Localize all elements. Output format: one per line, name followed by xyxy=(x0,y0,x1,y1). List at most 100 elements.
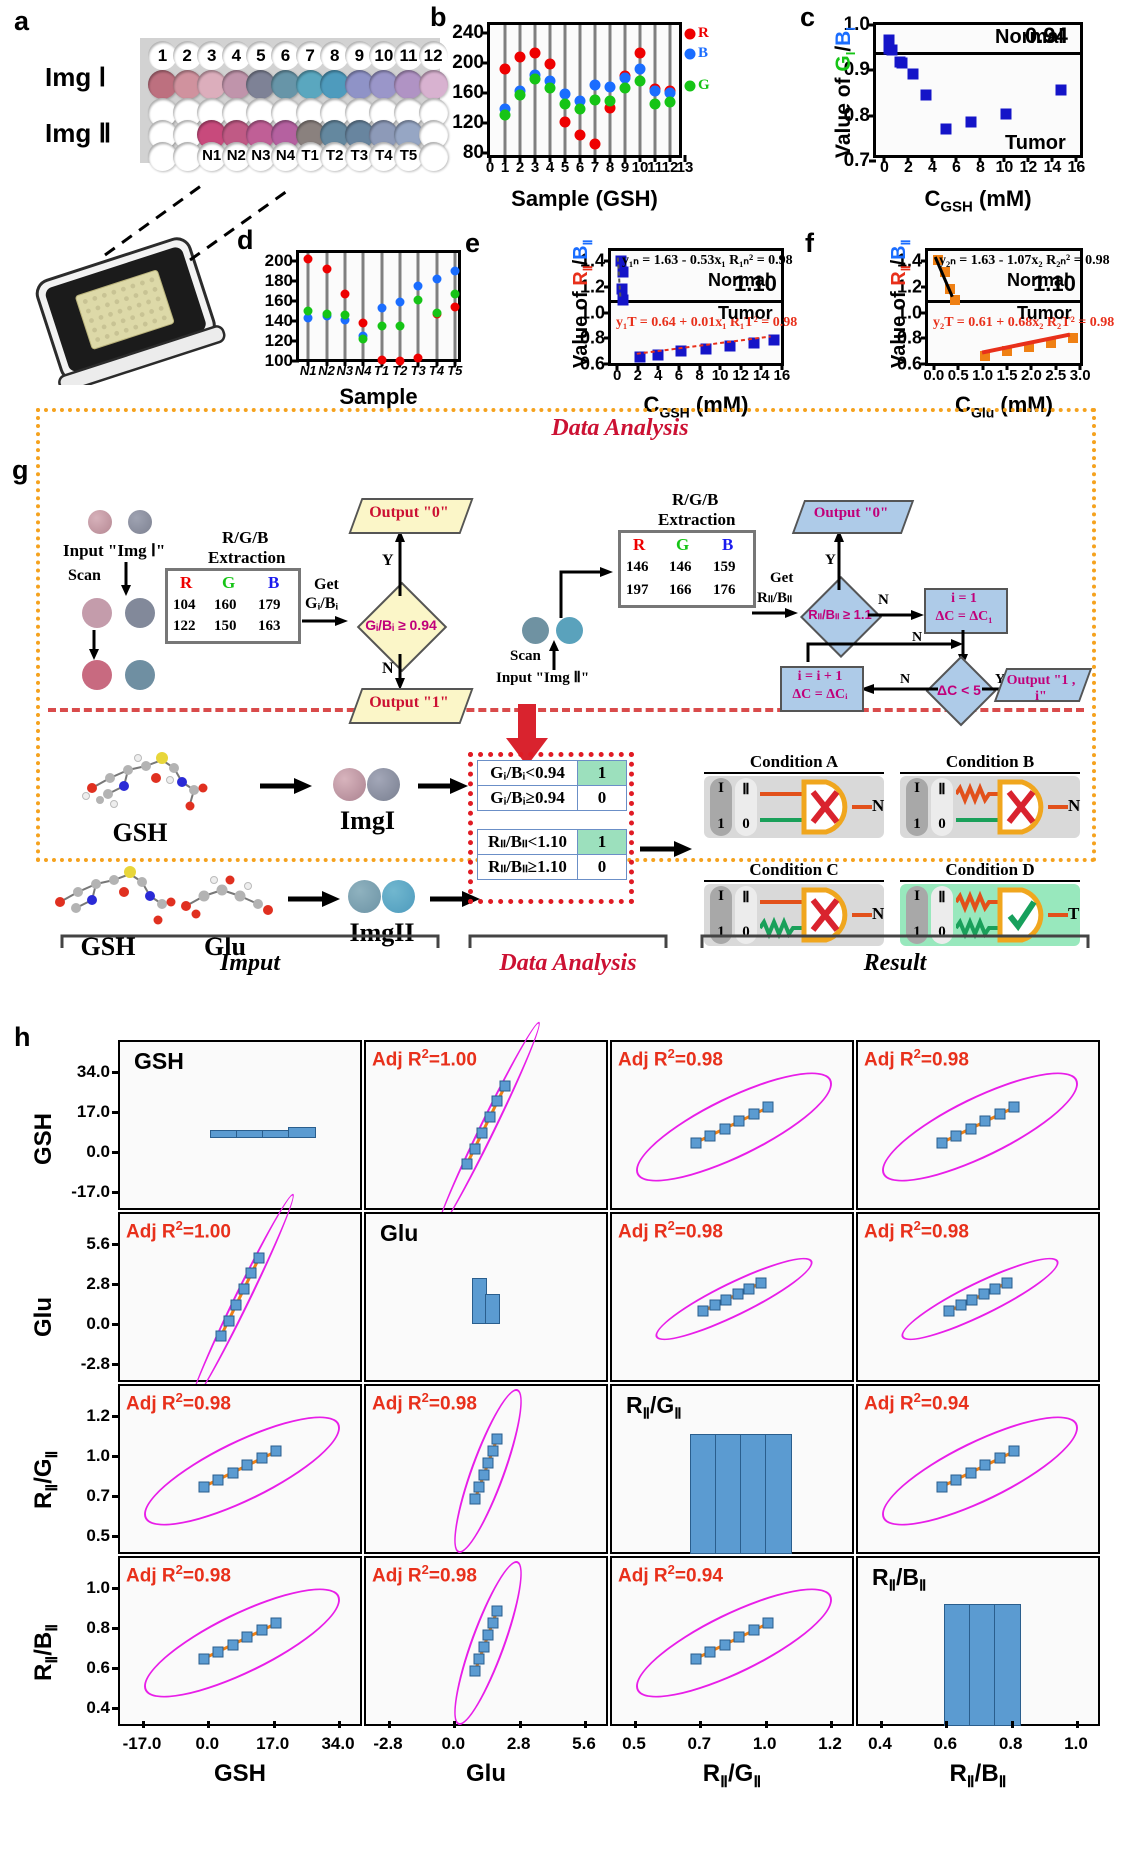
h-hist-bar xyxy=(690,1434,717,1554)
h-row-axis-label: GSH xyxy=(30,1112,57,1165)
h-data-point xyxy=(478,1641,490,1653)
x-tick-mark xyxy=(1029,363,1033,370)
well-bottom xyxy=(344,142,374,171)
tumor-point xyxy=(700,343,712,355)
g-b2-proc2-l1: i = i + 1 xyxy=(797,669,843,684)
x-tick-label: 2.5 xyxy=(1045,367,1067,384)
table-row: Gᵢ/Bᵢ≥0.94 0 xyxy=(477,785,627,811)
well-img1 xyxy=(369,70,399,99)
h-y-tick-mark xyxy=(112,1111,118,1114)
x-tick-label: 0 xyxy=(613,367,622,384)
g-b2-proc2-l2: ΔC = ΔCᵢ xyxy=(792,687,848,702)
data-point-R xyxy=(574,129,586,141)
data-point-R xyxy=(514,51,526,63)
h-hist-bar xyxy=(969,1604,996,1726)
panel-letter-a: a xyxy=(14,6,30,36)
panel-e-ylabel: Value of RⅡ/BⅡ xyxy=(570,239,595,368)
h-data-point xyxy=(256,1624,268,1636)
h-data-point xyxy=(476,1127,488,1139)
y-tick-label: 160 xyxy=(264,291,293,310)
x-tick-label: T2 xyxy=(392,363,408,378)
data-point xyxy=(907,68,919,79)
h-data-point xyxy=(469,1493,481,1505)
legend-dot-G xyxy=(684,80,696,92)
data-point-B xyxy=(377,303,386,313)
h-y-tick-mark xyxy=(112,1707,118,1710)
h-y-tick-mark xyxy=(112,1191,118,1194)
h-x-tick-mark xyxy=(207,1721,211,1728)
h-hist-bar xyxy=(210,1130,238,1138)
g-b1-decision-text: Gᵢ/Bᵢ ≥ 0.94 xyxy=(365,617,437,633)
tumor-point xyxy=(1045,337,1056,348)
h-x-tick-label: 34.0 xyxy=(321,1734,355,1753)
y-tick-mark xyxy=(483,61,490,65)
well-bottom xyxy=(172,142,202,171)
plate-sample-label: T2 xyxy=(325,147,344,164)
x-tick-label: 2 xyxy=(903,159,913,176)
g-b2-scan-arrow xyxy=(549,640,559,670)
table-row: Gᵢ/Bᵢ<0.94 1 xyxy=(477,760,627,786)
well-column-label: 4 xyxy=(221,41,251,70)
h-data-point xyxy=(482,1457,494,1469)
well-bottom xyxy=(320,142,350,171)
g-bracket-imput xyxy=(60,934,440,948)
panel-letter-c: c xyxy=(800,2,816,32)
condition-in2: Ⅱ xyxy=(938,890,946,906)
g-b2-r2c1: 197 xyxy=(626,582,649,598)
h-y-tick-label: 34.0 xyxy=(76,1062,110,1081)
data-point-R xyxy=(559,116,571,128)
g-b2-elbow-arrow xyxy=(559,567,613,618)
h-hist-bar xyxy=(994,1604,1021,1726)
y-tick-mark xyxy=(869,23,876,27)
g-b1-dot-c xyxy=(82,598,112,628)
x-tick-label: 2 xyxy=(633,367,642,384)
data-point-R xyxy=(529,47,541,59)
g-bottom-img1-dot-b xyxy=(367,768,400,801)
h-data-point xyxy=(704,1646,716,1658)
h-data-point xyxy=(215,1330,227,1342)
condition-b2: 0 xyxy=(938,924,946,940)
well-img1 xyxy=(295,70,325,99)
y-tick-mark xyxy=(292,319,299,323)
h-data-point xyxy=(270,1445,282,1457)
x-tick-mark xyxy=(1078,363,1082,370)
h-x-tick-label: 0.8 xyxy=(998,1734,1023,1753)
g-truth-cond-1: Gᵢ/Bᵢ<0.94 xyxy=(477,760,578,786)
condition-title: Condition D xyxy=(900,860,1080,882)
well-bottom xyxy=(394,142,423,171)
data-point-B xyxy=(432,274,441,284)
data-point-R xyxy=(358,318,368,328)
condition-in1: I xyxy=(718,780,724,796)
h-adj-r2-label: Adj R2=0.98 xyxy=(126,1562,231,1587)
h-x-tick-mark xyxy=(453,1721,457,1728)
y-tick-label: 140 xyxy=(264,311,293,330)
g-b2-dot-b xyxy=(556,617,583,644)
x-tick-mark xyxy=(623,155,627,162)
data-point-R xyxy=(303,254,313,264)
h-data-point xyxy=(697,1305,709,1317)
h-data-point xyxy=(461,1158,473,1170)
h-data-point xyxy=(950,1130,962,1142)
h-diagonal-label: RⅡ/BⅡ xyxy=(872,1564,927,1595)
x-tick-label: 14 xyxy=(1043,159,1062,176)
x-tick-label: 7 xyxy=(590,159,600,176)
h-y-tick-mark xyxy=(112,1415,118,1418)
data-point-G xyxy=(544,82,556,94)
threshold-value: 0.94 xyxy=(1025,23,1068,49)
x-tick-label: 2 xyxy=(515,159,525,176)
well-bottom xyxy=(148,142,177,171)
y-tick-mark xyxy=(483,121,490,125)
h-y-tick-mark xyxy=(112,1667,118,1670)
h-y-tick-label: 0.4 xyxy=(86,1698,110,1717)
x-tick-label: N4 xyxy=(354,363,372,378)
h-hist-bar xyxy=(944,1604,971,1726)
h-data-point xyxy=(965,1123,977,1135)
g-b1-get-label-2: Gᵢ/Bᵢ xyxy=(305,595,339,612)
g-b1-extract-title-2: Extraction xyxy=(208,548,286,567)
plate-sample-label: T5 xyxy=(399,147,418,164)
y-tick-mark xyxy=(292,339,299,343)
h-y-tick-label: 1.0 xyxy=(86,1446,110,1465)
x-tick-label: 9 xyxy=(620,159,630,176)
h-y-tick-label: 2.8 xyxy=(86,1274,110,1293)
g-b1-dot-d xyxy=(125,598,155,628)
